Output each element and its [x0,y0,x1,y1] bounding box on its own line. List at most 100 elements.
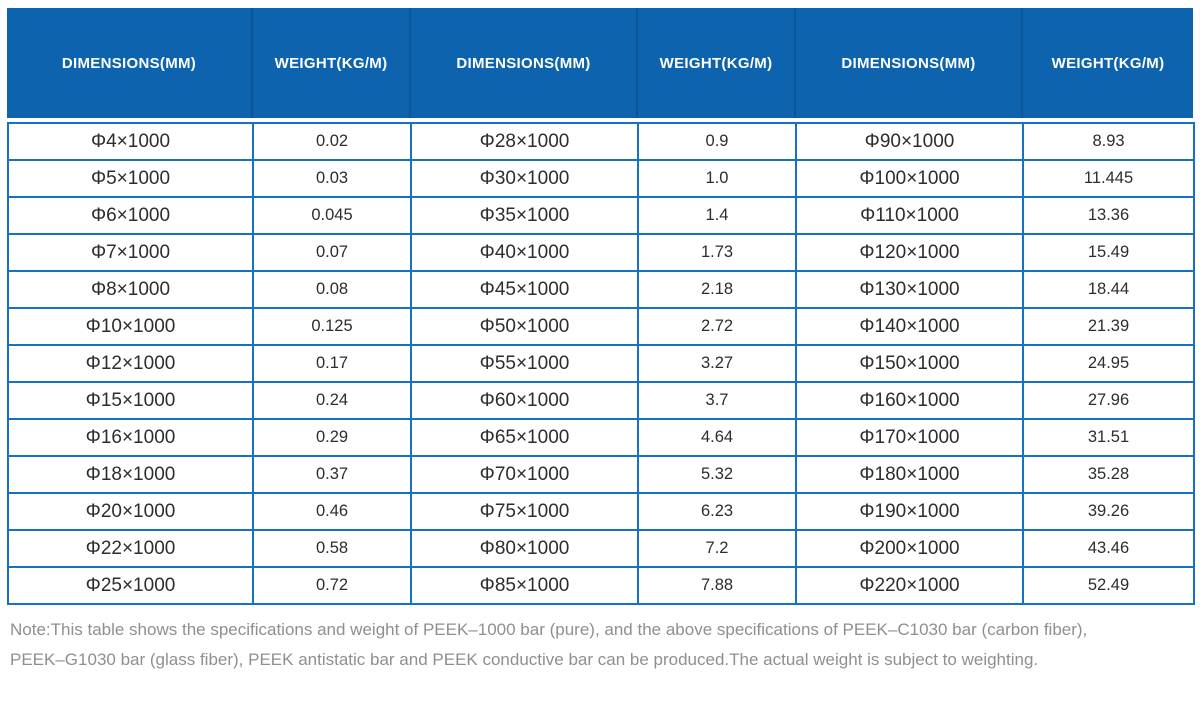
dimension-cell: Φ130×1000 [795,270,1024,309]
dimension-cell: Φ190×1000 [795,492,1024,531]
weight-cell: 3.7 [637,381,797,420]
table-row: Φ8×1000 0.08 Φ45×1000 2.18 Φ130×1000 18.… [7,270,1195,309]
page: DIMENSIONS(MM) WEIGHT(KG/M) DIMENSIONS(M… [7,8,1195,675]
weight-cell: 0.37 [252,455,412,494]
dimension-cell: Φ5×1000 [7,159,254,198]
weight-cell: 0.125 [252,307,412,346]
dimension-cell: Φ200×1000 [795,529,1024,568]
dimension-cell: Φ40×1000 [410,233,639,272]
table-row: Φ10×1000 0.125 Φ50×1000 2.72 Φ140×1000 2… [7,307,1195,346]
weight-cell: 1.4 [637,196,797,235]
dimension-cell: Φ20×1000 [7,492,254,531]
weight-cell: 11.445 [1022,159,1195,198]
dimension-cell: Φ110×1000 [795,196,1024,235]
weight-cell: 27.96 [1022,381,1195,420]
dimension-cell: Φ8×1000 [7,270,254,309]
dimension-cell: Φ90×1000 [795,122,1024,161]
dimension-cell: Φ100×1000 [795,159,1024,198]
dimension-cell: Φ85×1000 [410,566,639,605]
dimension-cell: Φ150×1000 [795,344,1024,383]
weight-cell: 0.46 [252,492,412,531]
dimension-cell: Φ7×1000 [7,233,254,272]
weight-cell: 0.29 [252,418,412,457]
weight-cell: 0.07 [252,233,412,272]
table-row: Φ25×1000 0.72 Φ85×1000 7.88 Φ220×1000 52… [7,566,1195,605]
dimension-cell: Φ45×1000 [410,270,639,309]
dimension-cell: Φ35×1000 [410,196,639,235]
weight-cell: 5.32 [637,455,797,494]
weight-cell: 3.27 [637,344,797,383]
weight-cell: 0.58 [252,529,412,568]
dimension-cell: Φ15×1000 [7,381,254,420]
note-text: Note:This table shows the specifications… [10,615,1190,675]
table-row: Φ20×1000 0.46 Φ75×1000 6.23 Φ190×1000 39… [7,492,1195,531]
dimension-cell: Φ180×1000 [795,455,1024,494]
dimension-cell: Φ60×1000 [410,381,639,420]
dimension-cell: Φ4×1000 [7,122,254,161]
spec-table: Φ4×1000 0.02 Φ28×1000 0.9 Φ90×1000 8.93 … [7,122,1195,605]
dimension-cell: Φ28×1000 [410,122,639,161]
weight-cell: 0.045 [252,196,412,235]
weight-cell: 0.17 [252,344,412,383]
weight-cell: 8.93 [1022,122,1195,161]
table-row: Φ5×1000 0.03 Φ30×1000 1.0 Φ100×1000 11.4… [7,159,1195,198]
spec-table-header: DIMENSIONS(MM) WEIGHT(KG/M) DIMENSIONS(M… [7,8,1193,118]
dimension-cell: Φ220×1000 [795,566,1024,605]
weight-cell: 35.28 [1022,455,1195,494]
weight-cell: 2.72 [637,307,797,346]
note-line-1: Note:This table shows the specifications… [10,620,1088,639]
weight-cell: 7.88 [637,566,797,605]
weight-cell: 1.73 [637,233,797,272]
weight-cell: 52.49 [1022,566,1195,605]
table-row: Φ22×1000 0.58 Φ80×1000 7.2 Φ200×1000 43.… [7,529,1195,568]
dimension-cell: Φ10×1000 [7,307,254,346]
weight-cell: 0.24 [252,381,412,420]
table-row: Φ7×1000 0.07 Φ40×1000 1.73 Φ120×1000 15.… [7,233,1195,272]
dimension-cell: Φ50×1000 [410,307,639,346]
weight-cell: 0.08 [252,270,412,309]
dimension-cell: Φ70×1000 [410,455,639,494]
weight-cell: 31.51 [1022,418,1195,457]
dimension-cell: Φ140×1000 [795,307,1024,346]
weight-cell: 13.36 [1022,196,1195,235]
dimension-cell: Φ30×1000 [410,159,639,198]
weight-cell: 24.95 [1022,344,1195,383]
weight-cell: 2.18 [637,270,797,309]
header-cell-weight: WEIGHT(KG/M) [1021,8,1193,118]
spec-table-body: Φ4×1000 0.02 Φ28×1000 0.9 Φ90×1000 8.93 … [7,122,1195,605]
table-row: Φ6×1000 0.045 Φ35×1000 1.4 Φ110×1000 13.… [7,196,1195,235]
weight-cell: 4.64 [637,418,797,457]
dimension-cell: Φ16×1000 [7,418,254,457]
weight-cell: 0.72 [252,566,412,605]
weight-cell: 18.44 [1022,270,1195,309]
dimension-cell: Φ55×1000 [410,344,639,383]
header-cell-weight: WEIGHT(KG/M) [636,8,795,118]
table-row: Φ18×1000 0.37 Φ70×1000 5.32 Φ180×1000 35… [7,455,1195,494]
header-cell-dimensions: DIMENSIONS(MM) [409,8,637,118]
dimension-cell: Φ170×1000 [795,418,1024,457]
weight-cell: 0.9 [637,122,797,161]
table-row: Φ16×1000 0.29 Φ65×1000 4.64 Φ170×1000 31… [7,418,1195,457]
header-cell-weight: WEIGHT(KG/M) [251,8,410,118]
dimension-cell: Φ22×1000 [7,529,254,568]
header-cell-dimensions: DIMENSIONS(MM) [7,8,252,118]
weight-cell: 1.0 [637,159,797,198]
dimension-cell: Φ12×1000 [7,344,254,383]
table-row: Φ12×1000 0.17 Φ55×1000 3.27 Φ150×1000 24… [7,344,1195,383]
table-row: Φ4×1000 0.02 Φ28×1000 0.9 Φ90×1000 8.93 [7,122,1195,161]
note-line-2: PEEK–G1030 bar (glass fiber), PEEK antis… [10,650,1039,669]
dimension-cell: Φ25×1000 [7,566,254,605]
dimension-cell: Φ65×1000 [410,418,639,457]
weight-cell: 0.02 [252,122,412,161]
weight-cell: 39.26 [1022,492,1195,531]
weight-cell: 15.49 [1022,233,1195,272]
table-row: Φ15×1000 0.24 Φ60×1000 3.7 Φ160×1000 27.… [7,381,1195,420]
dimension-cell: Φ18×1000 [7,455,254,494]
weight-cell: 7.2 [637,529,797,568]
header-row: DIMENSIONS(MM) WEIGHT(KG/M) DIMENSIONS(M… [7,8,1193,118]
weight-cell: 6.23 [637,492,797,531]
dimension-cell: Φ75×1000 [410,492,639,531]
weight-cell: 21.39 [1022,307,1195,346]
dimension-cell: Φ120×1000 [795,233,1024,272]
dimension-cell: Φ80×1000 [410,529,639,568]
